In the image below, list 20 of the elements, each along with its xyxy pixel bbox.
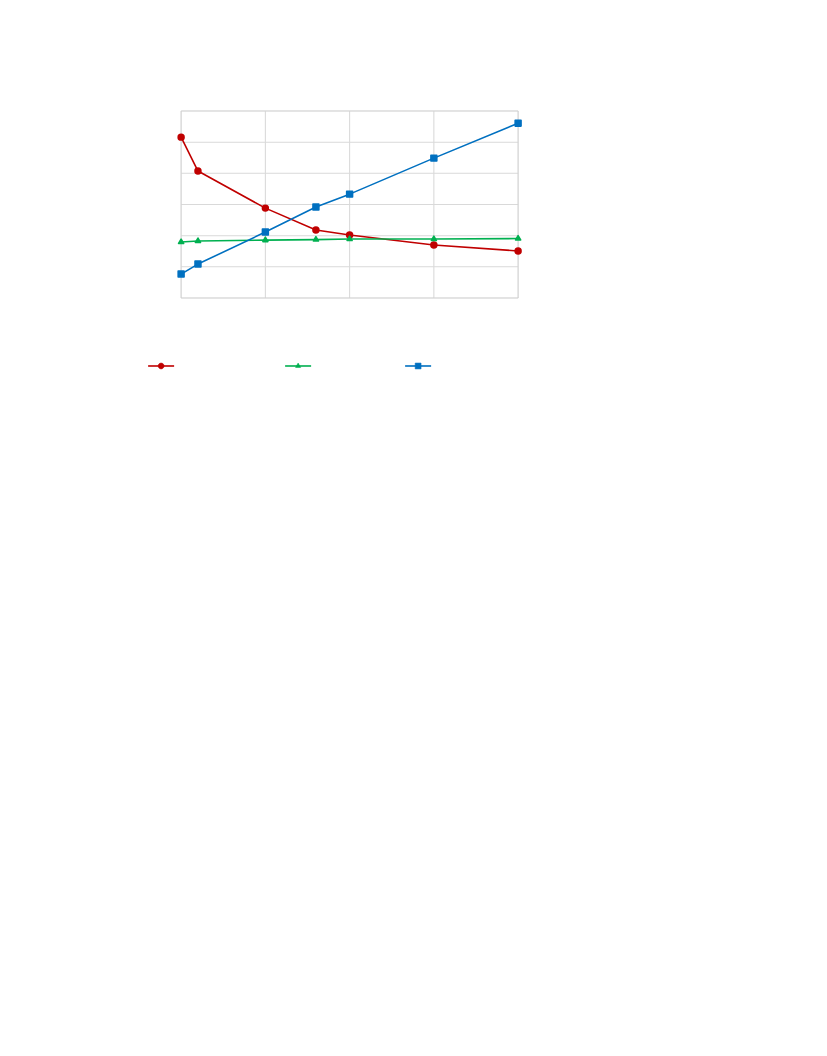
point <box>345 190 354 198</box>
point <box>312 203 320 211</box>
point <box>261 236 269 243</box>
point <box>514 247 522 255</box>
point <box>514 119 522 127</box>
point <box>194 167 202 175</box>
point <box>346 235 353 242</box>
point <box>177 238 185 245</box>
point <box>312 226 320 234</box>
point <box>194 237 202 244</box>
point <box>177 133 185 141</box>
point <box>430 154 438 162</box>
point <box>430 241 438 249</box>
point <box>514 234 522 241</box>
point <box>430 235 438 242</box>
point <box>261 204 270 212</box>
point <box>194 260 202 268</box>
point <box>312 235 320 242</box>
point <box>261 228 270 236</box>
point <box>177 270 185 278</box>
